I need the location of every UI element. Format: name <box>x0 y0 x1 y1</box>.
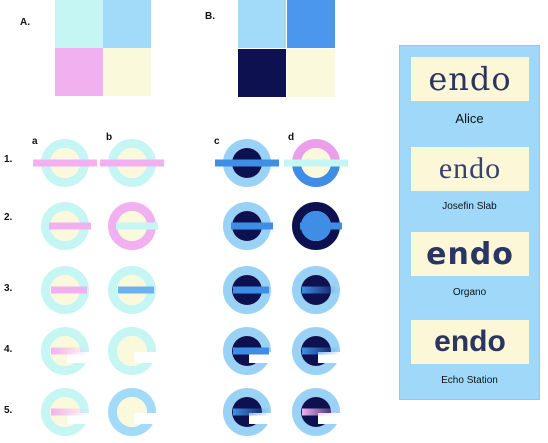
logo-gap <box>134 413 160 424</box>
logo-caption: Echo Station <box>441 375 498 386</box>
palette-b-swatch <box>238 49 286 97</box>
logo-gap <box>318 413 344 424</box>
logo-gap <box>249 352 275 363</box>
logo-sample-5d <box>292 388 344 436</box>
palette-a-swatch <box>55 0 103 48</box>
logo-gap <box>318 352 344 363</box>
logo-sample-5c <box>223 388 275 436</box>
column-label-a: a <box>32 136 38 147</box>
logo-gap <box>67 413 93 424</box>
logo-gap <box>67 352 93 363</box>
logo-bar <box>302 286 340 294</box>
palette-b-swatch <box>287 0 335 48</box>
logo-sample-3c <box>223 266 271 314</box>
logo-card-echo-station: endo <box>411 320 529 364</box>
logo-wordmark: endo <box>426 236 514 272</box>
palette-a-swatch <box>103 0 151 48</box>
logo-caption: Organo <box>452 287 487 298</box>
logo-bar <box>233 408 271 416</box>
palette-b-swatch <box>287 49 335 97</box>
palette-b-swatch <box>238 0 286 48</box>
row-label-2: 2. <box>4 212 13 223</box>
logo-sample-3a <box>41 266 89 314</box>
typeface-panel: endo Alice endo Josefin Slab endo Organo… <box>399 45 540 400</box>
logo-sample-3d <box>292 266 340 314</box>
logo-ring-lower <box>292 163 340 187</box>
logo-bar <box>116 222 158 230</box>
logo-card-alice: endo <box>411 57 529 101</box>
column-label-d: d <box>288 132 295 143</box>
logo-sample-2a <box>41 202 91 250</box>
palette-a-swatch <box>55 48 103 96</box>
logo-sample-4b <box>108 327 160 375</box>
logo-bar <box>51 286 87 294</box>
logo-gap <box>249 413 275 424</box>
logo-gap <box>134 352 160 363</box>
logo-wordmark: endo <box>438 152 502 185</box>
logo-bar <box>300 222 342 230</box>
column-label-c: c <box>214 136 220 147</box>
logo-bar <box>284 159 348 167</box>
logo-sample-4d <box>292 327 344 375</box>
logo-sample-2b <box>108 202 158 250</box>
logo-caption: Alice <box>455 111 484 126</box>
logo-bar <box>51 408 89 416</box>
palette-a-swatch <box>103 48 151 96</box>
column-label-b: b <box>106 132 113 143</box>
logo-bar <box>215 159 279 167</box>
logo-sample-4c <box>223 327 275 375</box>
logo-bar <box>231 222 273 230</box>
logo-caption: Josefin Slab <box>442 201 497 212</box>
row-label-5: 5. <box>4 405 13 416</box>
row-label-1: 1. <box>4 154 13 165</box>
palette-b-label: B. <box>205 11 215 22</box>
logo-bar <box>100 159 164 167</box>
logo-wordmark: endo <box>434 325 506 358</box>
palette-a-label: A. <box>20 17 30 28</box>
logo-sample-2c <box>223 202 273 250</box>
logo-bar <box>51 347 89 355</box>
logo-bar <box>302 408 340 416</box>
logo-ring <box>108 327 156 375</box>
logo-sample-5a <box>41 388 93 436</box>
logo-sample-1a <box>33 139 97 187</box>
logo-sample-5b <box>108 388 160 436</box>
logo-sample-1b <box>100 139 164 187</box>
row-label-3: 3. <box>4 283 13 294</box>
logo-bar <box>118 286 154 294</box>
logo-bar <box>233 286 269 294</box>
logo-wordmark: endo <box>428 60 512 98</box>
row-label-4: 4. <box>4 344 13 355</box>
logo-sample-1d <box>284 139 348 187</box>
logo-card-josefin-slab: endo <box>411 147 529 191</box>
logo-sample-1c <box>215 139 279 187</box>
logo-sample-2d <box>292 202 342 250</box>
logo-bar <box>233 347 269 355</box>
logo-bar <box>49 222 91 230</box>
logo-ring <box>108 388 156 436</box>
logo-bar <box>33 159 97 167</box>
logo-sample-3b <box>108 266 156 314</box>
logo-card-organo: endo <box>411 232 529 276</box>
logo-sample-4a <box>41 327 93 375</box>
logo-bar <box>302 347 340 355</box>
